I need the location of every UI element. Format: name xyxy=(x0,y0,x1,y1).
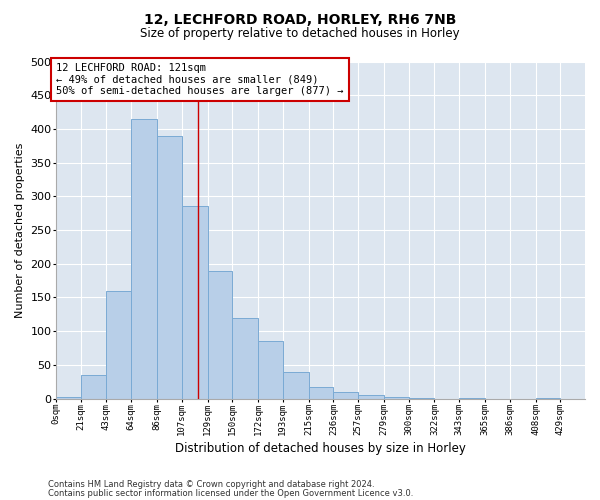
Bar xyxy=(157,136,182,398)
Text: Size of property relative to detached houses in Horley: Size of property relative to detached ho… xyxy=(140,28,460,40)
Bar xyxy=(106,291,131,399)
Text: 12 LECHFORD ROAD: 121sqm
← 49% of detached houses are smaller (849)
50% of semi-: 12 LECHFORD ROAD: 121sqm ← 49% of detach… xyxy=(56,63,344,96)
Bar xyxy=(308,386,334,398)
Bar xyxy=(334,392,358,398)
Y-axis label: Number of detached properties: Number of detached properties xyxy=(15,142,25,318)
Bar xyxy=(208,270,232,398)
Bar xyxy=(80,375,106,398)
Bar xyxy=(283,372,308,398)
Text: Contains HM Land Registry data © Crown copyright and database right 2024.: Contains HM Land Registry data © Crown c… xyxy=(48,480,374,489)
Bar xyxy=(258,342,283,398)
Text: 12, LECHFORD ROAD, HORLEY, RH6 7NB: 12, LECHFORD ROAD, HORLEY, RH6 7NB xyxy=(144,12,456,26)
Bar xyxy=(131,119,157,398)
Bar xyxy=(358,396,384,398)
X-axis label: Distribution of detached houses by size in Horley: Distribution of detached houses by size … xyxy=(175,442,466,455)
Text: Contains public sector information licensed under the Open Government Licence v3: Contains public sector information licen… xyxy=(48,488,413,498)
Bar xyxy=(232,318,258,398)
Bar xyxy=(182,206,208,398)
